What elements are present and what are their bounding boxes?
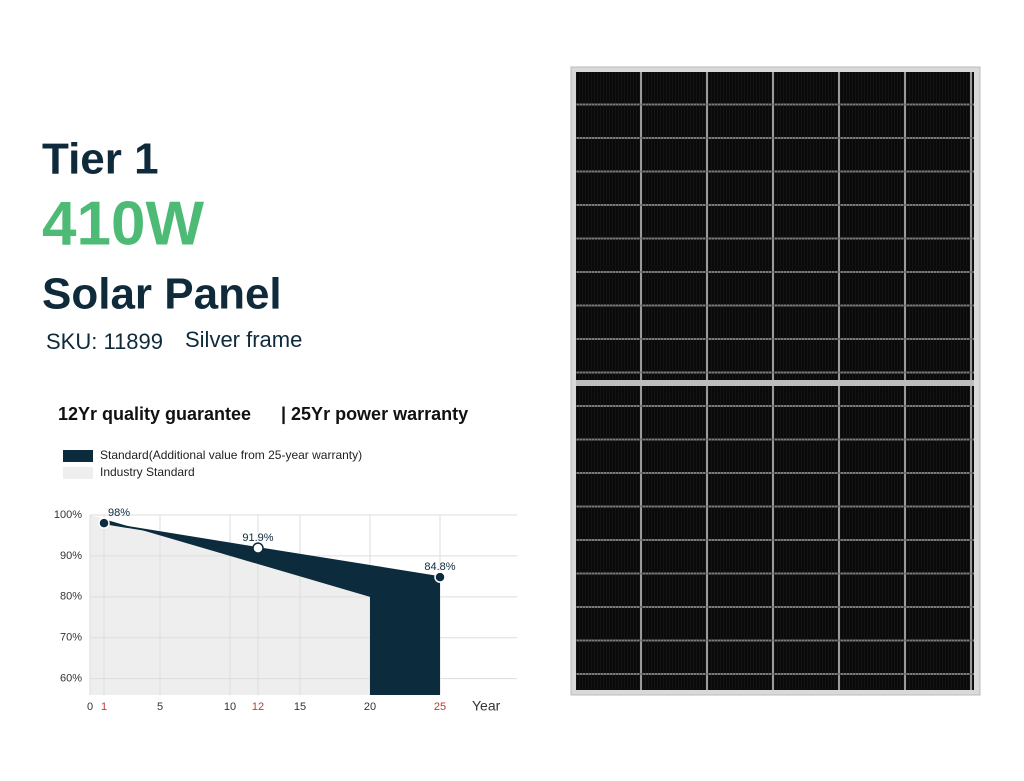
point — [252, 542, 264, 554]
tier: Tier 1 — [42, 135, 159, 184]
frame: Silver frame — [185, 327, 302, 352]
y-tick-label: 80% — [60, 591, 82, 603]
x-tick-label: 25 — [434, 701, 446, 713]
x-tick-label: 12 — [252, 701, 264, 713]
x-tick-label: 20 — [364, 701, 376, 713]
warranty-quality: 12Yr quality guarantee — [58, 404, 251, 424]
point — [98, 517, 110, 529]
sku: SKU: 11899 — [46, 329, 163, 354]
x-tick-label: 10 — [224, 701, 236, 713]
legend-label: Industry Standard — [100, 465, 195, 479]
standard-area — [104, 519, 440, 695]
legend-swatch — [63, 467, 93, 479]
point — [434, 571, 446, 583]
data-label: 98% — [108, 507, 130, 519]
product-name: Solar Panel — [42, 270, 282, 319]
x-tick-label: 0 — [87, 701, 93, 713]
x-tick-label: 15 — [294, 701, 306, 713]
x-axis-label: Year — [472, 698, 501, 714]
y-tick-label: 70% — [60, 632, 82, 644]
y-tick-label: 60% — [60, 673, 82, 685]
y-tick-label: 100% — [54, 509, 82, 521]
warranty-power: | 25Yr power warranty — [281, 404, 468, 424]
legend-label: Standard(Additional value from 25-year w… — [100, 448, 362, 462]
chart: 100%90%80%70%60%0 1 5 10 12 15 20 25 Year98%91.9… — [54, 448, 517, 714]
data-label: 91.9% — [242, 532, 273, 544]
y-tick-label: 90% — [60, 550, 82, 562]
x-tick-label: 5 — [157, 701, 163, 713]
legend-swatch — [63, 450, 93, 462]
data-label: 84.8% — [424, 561, 455, 573]
x-tick-label: 1 — [101, 701, 107, 713]
power: 410W — [42, 189, 204, 258]
panel-image — [570, 66, 981, 696]
